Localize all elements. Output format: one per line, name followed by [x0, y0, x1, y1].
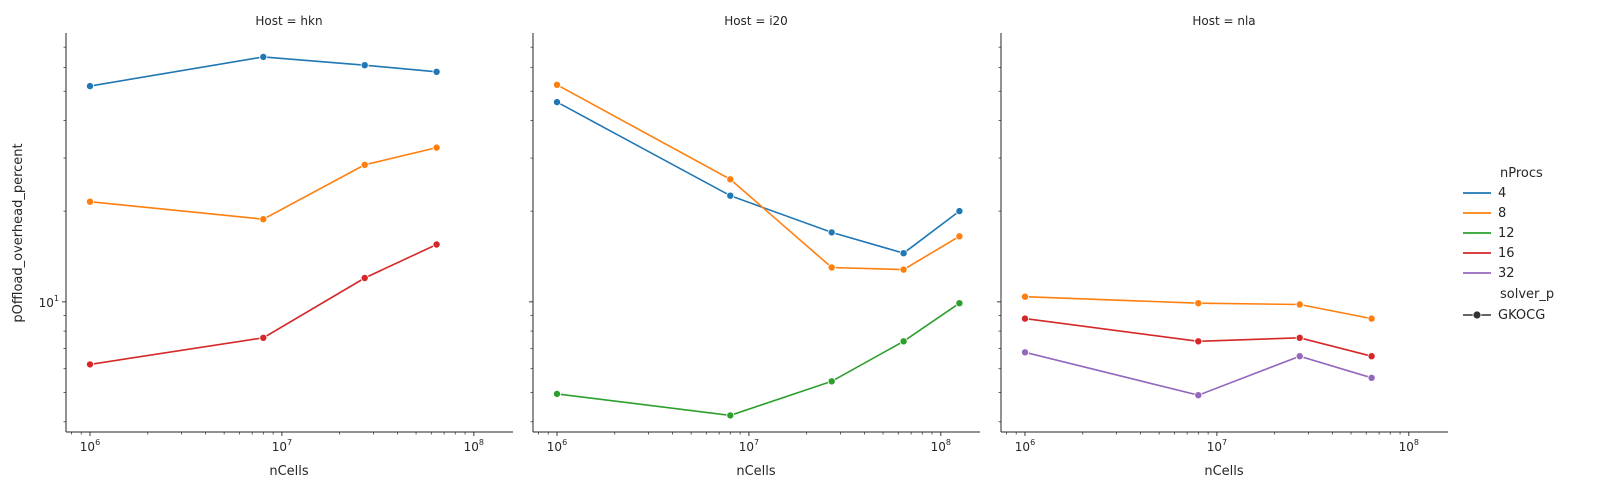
- data-point-16: [259, 333, 268, 342]
- legend-label-4: 4: [1498, 186, 1506, 201]
- data-point-8: [1367, 314, 1376, 323]
- plot-area: 106 107 108: [997, 33, 1448, 454]
- data-point-4: [432, 67, 441, 76]
- data-point-8: [899, 265, 908, 274]
- data-point-8: [827, 263, 836, 272]
- data-point-4: [955, 207, 964, 216]
- series-line-4: [89, 56, 437, 87]
- data-point-4: [360, 61, 369, 70]
- data-point-4: [553, 98, 562, 107]
- legend-label-16: 16: [1498, 246, 1515, 261]
- x-tick-label: 108: [1399, 438, 1419, 454]
- x-tick-label: 106: [547, 438, 567, 454]
- data-point-4: [899, 249, 908, 258]
- legend-label-8: 8: [1498, 206, 1506, 221]
- series-line-16: [89, 243, 437, 366]
- data-point-4: [827, 228, 836, 237]
- data-point-12: [899, 337, 908, 346]
- x-tick-label: 106: [80, 438, 100, 454]
- x-tick-label: 108: [931, 438, 951, 454]
- x-tick-label: 108: [464, 438, 484, 454]
- facet-title: Host = i20: [724, 14, 788, 28]
- data-point-16: [432, 240, 441, 249]
- facet-title: Host = hkn: [255, 14, 322, 28]
- data-point-4: [259, 52, 268, 61]
- data-point-32: [1021, 348, 1030, 357]
- data-point-8: [360, 160, 369, 169]
- data-point-8: [86, 197, 95, 206]
- data-point-16: [360, 273, 369, 282]
- data-point-4: [726, 191, 735, 200]
- facet-panel-i20: Host = i20 nCells 106 107 108: [529, 14, 980, 479]
- x-axis-label: nCells: [1204, 464, 1244, 479]
- series-line-8: [89, 146, 437, 221]
- data-point-8: [432, 143, 441, 152]
- legend-label-12: 12: [1498, 226, 1515, 241]
- facet-panel-hkn: Host = hkn nCells 106 107 108 101: [39, 14, 513, 479]
- data-point-4: [86, 82, 95, 91]
- series-line-16: [1024, 317, 1372, 357]
- data-point-12: [827, 377, 836, 386]
- legend-style-label: GKOCG: [1498, 308, 1545, 323]
- series-line-8: [556, 84, 960, 271]
- data-point-8: [1021, 292, 1030, 301]
- data-point-8: [726, 175, 735, 184]
- legend-label-32: 32: [1498, 266, 1515, 281]
- x-axis-label: nCells: [736, 464, 776, 479]
- legend-style-marker: [1472, 310, 1482, 320]
- data-point-16: [86, 360, 95, 369]
- x-tick-label: 107: [739, 438, 759, 454]
- plot-area: 106 107 108 101: [39, 33, 513, 454]
- x-tick-label: 106: [1015, 438, 1035, 454]
- data-point-8: [955, 232, 964, 241]
- data-point-12: [955, 299, 964, 308]
- series-line-4: [556, 101, 960, 255]
- data-point-16: [1021, 314, 1030, 323]
- series-line-32: [1024, 351, 1372, 397]
- facet-title: Host = nla: [1192, 14, 1255, 28]
- data-point-12: [553, 389, 562, 398]
- data-point-32: [1367, 373, 1376, 382]
- y-tick-label: 101: [39, 294, 59, 310]
- data-point-32: [1295, 352, 1304, 361]
- x-tick-label: 107: [1207, 438, 1227, 454]
- series-line-8: [1024, 295, 1372, 320]
- data-point-8: [553, 80, 562, 89]
- plot-area: 106 107 108: [529, 33, 980, 454]
- data-point-16: [1367, 352, 1376, 361]
- legend-style-title: solver_p: [1500, 287, 1554, 302]
- data-point-8: [1295, 300, 1304, 309]
- data-point-16: [1295, 333, 1304, 342]
- data-point-12: [726, 411, 735, 420]
- x-axis-label: nCells: [269, 464, 309, 479]
- data-point-8: [259, 215, 268, 224]
- series-line-12: [556, 302, 960, 417]
- y-axis-label: pOffload_overhead_percent: [11, 143, 26, 322]
- data-point-16: [1194, 337, 1203, 346]
- data-point-8: [1194, 299, 1203, 308]
- legend-title: nProcs: [1500, 166, 1543, 181]
- x-tick-label: 107: [272, 438, 292, 454]
- facet-panel-nla: Host = nla nCells 106 107 108: [997, 14, 1448, 479]
- data-point-32: [1194, 391, 1203, 400]
- legend: nProcs 4 8 12 16 32 solver_p GKOCG: [1463, 166, 1554, 323]
